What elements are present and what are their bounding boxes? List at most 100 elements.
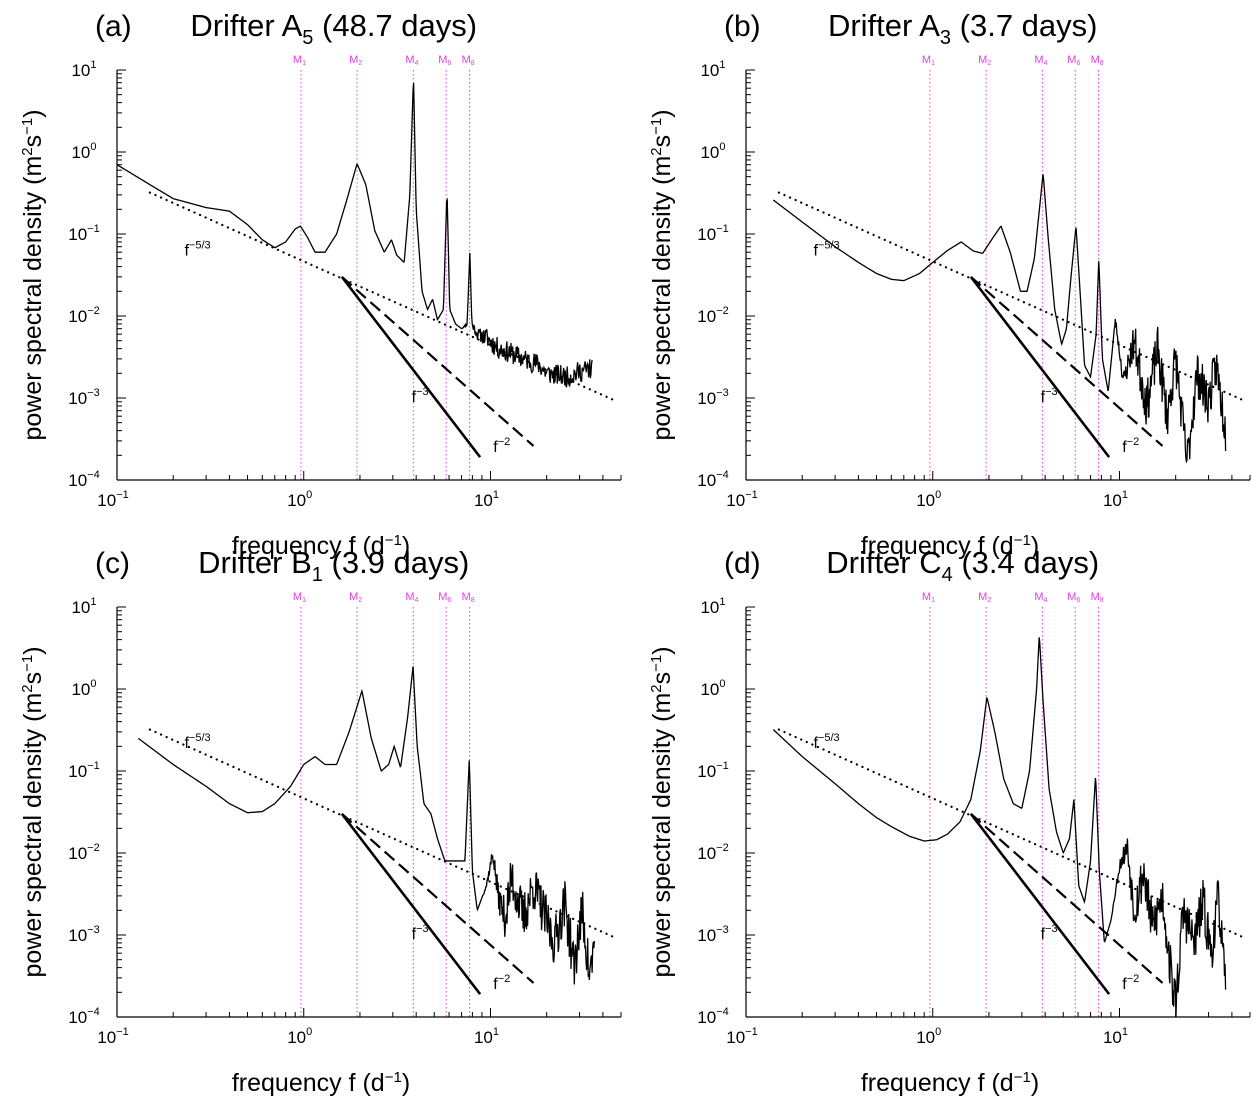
tide-label-m4: M4 [1034, 591, 1047, 604]
spectrum-line [137, 666, 596, 985]
tide-label-m4: M4 [405, 54, 418, 67]
tide-label-m6: M6 [438, 591, 451, 604]
y-tick-label: 10−4 [68, 1006, 99, 1027]
tide-label-m2: M2 [978, 591, 991, 604]
tide-label-m4: M4 [405, 591, 418, 604]
y-tick-label: 10−3 [697, 924, 728, 945]
y-tick-label: 101 [700, 596, 725, 617]
tide-label-m6: M6 [438, 54, 451, 67]
slope-line-f-3 [340, 813, 482, 995]
x-axis-label: frequency f (d−1) [232, 532, 410, 560]
x-tick-label: 10−1 [97, 1026, 128, 1047]
y-tick-label: 101 [700, 59, 725, 80]
panel-title: Drifter A3 (3.7 days) [828, 8, 1098, 49]
y-tick-label: 10−4 [697, 1006, 728, 1027]
x-tick-label: 100 [287, 1026, 312, 1047]
slope-line-f-5-3 [777, 191, 1243, 401]
slope-line-f-5-3 [148, 191, 614, 401]
slope-line-f-3 [969, 276, 1111, 458]
y-tick-label: 100 [71, 678, 96, 699]
y-tick-label: 100 [700, 678, 725, 699]
x-axis-label: frequency f (d−1) [861, 532, 1039, 560]
y-tick-label: 100 [71, 141, 96, 162]
y-tick-label: 10−2 [68, 305, 99, 326]
tide-label-m1: M1 [293, 54, 306, 67]
panel-title: Drifter B1 (3.9 days) [198, 545, 469, 586]
tide-label-m8: M8 [462, 54, 475, 67]
slope-line-f-3 [969, 813, 1111, 995]
tide-label-m1: M1 [293, 591, 306, 604]
spectrum-line [772, 637, 1227, 1017]
y-tick-label: 101 [71, 596, 96, 617]
y-axis-label: power spectral density (m2s−1) [648, 109, 676, 440]
slope-label-f-2: f−2 [493, 973, 510, 993]
tide-label-m1: M1 [922, 591, 935, 604]
y-axis-label: power spectral density (m2s−1) [648, 646, 676, 977]
x-tick-label: 101 [474, 489, 499, 510]
y-tick-label: 10−2 [68, 842, 99, 863]
x-tick-label: 101 [1103, 489, 1128, 510]
x-axis-label: frequency f (d−1) [232, 1069, 410, 1097]
slope-line-f-3 [340, 276, 482, 458]
panel-label: (c) [95, 547, 130, 580]
panel-title: Drifter A5 (48.7 days) [190, 8, 477, 49]
x-tick-label: 100 [916, 1026, 941, 1047]
x-tick-label: 100 [287, 489, 312, 510]
panel-title: Drifter C4 (3.4 days) [826, 545, 1099, 586]
tide-label-m6: M6 [1067, 54, 1080, 67]
slope-label-f-3: f−3 [412, 386, 429, 406]
x-tick-label: 101 [474, 1026, 499, 1047]
slope-line-f-2 [341, 813, 535, 984]
y-tick-label: 10−1 [697, 760, 728, 781]
x-tick-label: 101 [1103, 1026, 1128, 1047]
slope-label-f-5-3: f−5/3 [184, 239, 210, 259]
panel-label: (b) [724, 10, 761, 43]
tide-label-m2: M2 [349, 54, 362, 67]
panel-a: (a) Drifter A5 (48.7 days) M1 M2 M4 M6 M8 f−5/3… [19, 8, 622, 560]
x-tick-label: 10−1 [726, 1026, 757, 1047]
y-tick-label: 10−2 [697, 842, 728, 863]
y-tick-label: 10−2 [697, 305, 728, 326]
panel-c: (c) Drifter B1 (3.9 days) M1 M2 M4 M6 M8 f−5/3 f… [19, 545, 622, 1097]
y-axis-label: power spectral density (m2s−1) [19, 646, 47, 977]
y-tick-label: 10−4 [697, 469, 728, 490]
spectrum-line [117, 82, 593, 388]
slope-line-f-5-3 [777, 728, 1243, 938]
panel-label: (a) [95, 10, 132, 43]
slope-line-f-2 [970, 276, 1164, 447]
tide-label-m2: M2 [349, 591, 362, 604]
slope-label-f-3: f−3 [1041, 923, 1058, 943]
spectrum-line [772, 174, 1227, 464]
tide-label-m8: M8 [462, 591, 475, 604]
slope-label-f-2: f−2 [1122, 973, 1139, 993]
slope-line-f-5-3 [148, 728, 614, 938]
slope-label-f-2: f−2 [493, 436, 510, 456]
slope-line-f-2 [970, 813, 1164, 984]
slope-line-f-2 [341, 276, 535, 447]
x-tick-label: 10−1 [97, 489, 128, 510]
slope-label-f-5-3: f−5/3 [813, 239, 839, 259]
y-tick-label: 10−3 [68, 387, 99, 408]
y-tick-label: 10−1 [68, 223, 99, 244]
panel-d: (d) Drifter C4 (3.4 days) M1 M2 M4 M6 M8 f−5/3 f… [648, 545, 1251, 1097]
y-tick-label: 10−3 [68, 924, 99, 945]
panel-b: (b) Drifter A3 (3.7 days) M1 M2 M4 M6 M8 f−5/3 f… [648, 8, 1251, 560]
y-tick-label: 10−4 [68, 469, 99, 490]
y-tick-label: 10−1 [68, 760, 99, 781]
tide-label-m8: M8 [1091, 54, 1104, 67]
tide-label-m6: M6 [1067, 591, 1080, 604]
slope-label-f-5-3: f−5/3 [813, 732, 839, 752]
x-tick-label: 100 [916, 489, 941, 510]
y-tick-label: 101 [71, 59, 96, 80]
tide-label-m4: M4 [1034, 54, 1047, 67]
y-tick-label: 10−1 [697, 223, 728, 244]
slope-label-f-3: f−3 [412, 923, 429, 943]
x-tick-label: 10−1 [726, 489, 757, 510]
slope-label-f-5-3: f−5/3 [184, 732, 210, 752]
y-axis-label: power spectral density (m2s−1) [19, 109, 47, 440]
slope-label-f-2: f−2 [1122, 436, 1139, 456]
tide-label-m2: M2 [978, 54, 991, 67]
y-tick-label: 100 [700, 141, 725, 162]
panel-label: (d) [724, 547, 761, 580]
